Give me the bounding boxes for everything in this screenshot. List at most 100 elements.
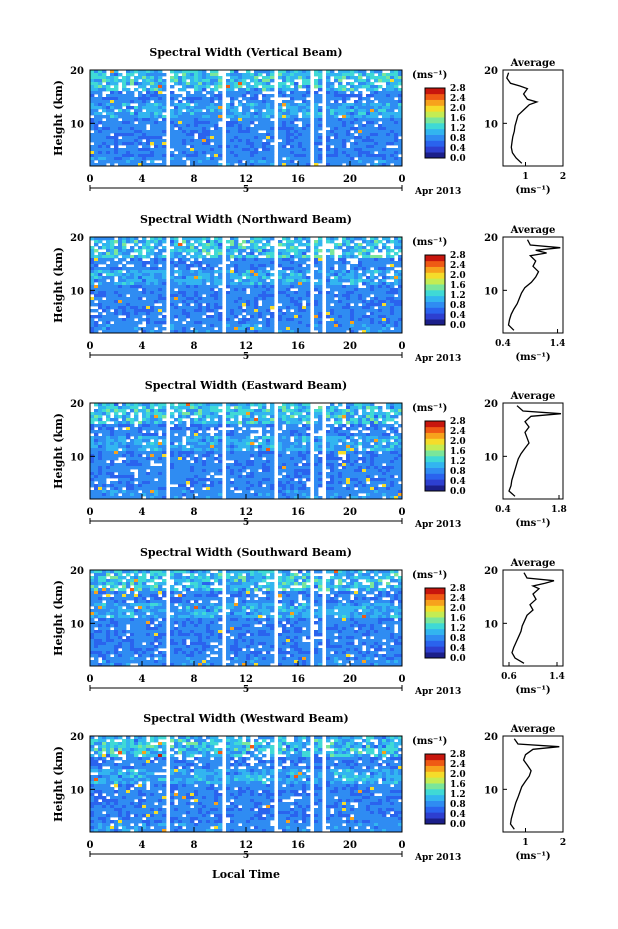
heatmap-cell xyxy=(138,276,143,280)
heatmap-cell xyxy=(122,436,127,440)
heatmap-cell xyxy=(138,487,143,491)
heatmap-cell xyxy=(342,258,347,262)
heatmap-cell xyxy=(98,415,103,419)
heatmap-cell xyxy=(258,82,263,86)
heatmap-cell xyxy=(182,315,187,319)
heatmap-cell xyxy=(270,249,275,253)
heatmap-cell xyxy=(398,288,403,292)
heatmap-cell xyxy=(338,73,343,77)
heatmap-cell xyxy=(114,79,119,83)
heatmap-cell xyxy=(114,130,119,134)
heatmap-cell xyxy=(114,151,119,155)
heatmap-cell xyxy=(142,433,147,437)
heatmap-cell xyxy=(294,306,299,310)
heatmap-cell xyxy=(362,73,367,77)
x-tick-label: 0 xyxy=(399,174,406,185)
heatmap-cell xyxy=(306,246,311,250)
heatmap-cell xyxy=(386,255,391,259)
heatmap-cell xyxy=(334,154,339,158)
heatmap-cell xyxy=(354,85,359,89)
heatmap-cell xyxy=(210,258,215,262)
heatmap-cell xyxy=(386,240,391,244)
heatmap-cell xyxy=(130,145,135,149)
heatmap-cell xyxy=(114,115,119,119)
heatmap-cell xyxy=(278,264,283,268)
heatmap-cell xyxy=(302,124,307,128)
heatmap-cell xyxy=(122,85,127,89)
heatmap-cell xyxy=(370,300,375,304)
heatmap-cell xyxy=(254,160,259,164)
heatmap-cell xyxy=(106,276,111,280)
heatmap-cell xyxy=(110,282,115,286)
heatmap-cell xyxy=(374,276,379,280)
heatmap-cell xyxy=(346,276,351,280)
heatmap-cell xyxy=(170,151,175,155)
heatmap-cell xyxy=(154,142,159,146)
heatmap-cell xyxy=(246,85,251,89)
heatmap-cell xyxy=(118,430,123,434)
heatmap-cell xyxy=(266,94,271,98)
heatmap-cell xyxy=(206,124,211,128)
heatmap-cell xyxy=(130,466,135,470)
heatmap-cell xyxy=(334,270,339,274)
heatmap-cell xyxy=(154,490,159,494)
heatmap-cell xyxy=(174,439,179,443)
heatmap-cell xyxy=(202,300,207,304)
heatmap-cell xyxy=(226,252,231,256)
heatmap-cell xyxy=(158,145,163,149)
heatmap-cell xyxy=(130,115,135,119)
heatmap-cell xyxy=(122,243,127,247)
heatmap-cell xyxy=(114,312,119,316)
heatmap-cell xyxy=(330,279,335,283)
heatmap-cell xyxy=(122,421,127,425)
heatmap-cell xyxy=(122,252,127,256)
heatmap-cell xyxy=(134,418,139,422)
heatmap-cell xyxy=(94,85,99,89)
heatmap-cell xyxy=(234,160,239,164)
heatmap-cell xyxy=(138,466,143,470)
heatmap-cell xyxy=(98,463,103,467)
heatmap-cell xyxy=(126,493,131,497)
heatmap-cell xyxy=(226,148,231,152)
heatmap-cell xyxy=(146,70,151,74)
heatmap-cell xyxy=(130,121,135,125)
heatmap-cell xyxy=(154,267,159,271)
heatmap-cell xyxy=(182,154,187,158)
heatmap-cell xyxy=(230,157,235,161)
colorbar-swatch xyxy=(425,295,445,302)
heatmap-cell xyxy=(190,237,195,241)
heatmap-cell xyxy=(98,121,103,125)
heatmap-cell xyxy=(346,148,351,152)
heatmap-cell xyxy=(282,109,287,113)
heatmap-cell xyxy=(102,478,107,482)
heatmap-cell xyxy=(178,243,183,247)
heatmap-cell xyxy=(114,136,119,140)
heatmap-cell xyxy=(258,279,263,283)
heatmap-cell xyxy=(246,270,251,274)
heatmap-cell xyxy=(382,151,387,155)
heatmap-cell xyxy=(106,85,111,89)
heatmap-cell xyxy=(270,300,275,304)
heatmap-cell xyxy=(362,85,367,89)
heatmap-cell xyxy=(270,139,275,143)
heatmap-cell xyxy=(94,258,99,262)
heatmap-cell xyxy=(134,124,139,128)
heatmap-cell xyxy=(242,106,247,110)
heatmap-cell xyxy=(106,142,111,146)
heatmap-cell xyxy=(170,324,175,328)
heatmap-cell xyxy=(290,127,295,131)
heatmap-cell xyxy=(246,112,251,116)
heatmap-cell xyxy=(102,282,107,286)
heatmap-cell xyxy=(294,91,299,95)
heatmap-cell xyxy=(258,267,263,271)
heatmap-cell xyxy=(238,163,243,167)
heatmap-cell xyxy=(226,94,231,98)
heatmap-cell xyxy=(118,94,123,98)
heatmap-cell xyxy=(190,136,195,140)
heatmap-cell xyxy=(134,136,139,140)
heatmap-cell xyxy=(142,475,147,479)
average-x-label: (ms⁻¹) xyxy=(515,185,550,196)
heatmap-cell xyxy=(394,133,399,137)
heatmap-cell xyxy=(134,321,139,325)
heatmap-cell xyxy=(146,433,151,437)
